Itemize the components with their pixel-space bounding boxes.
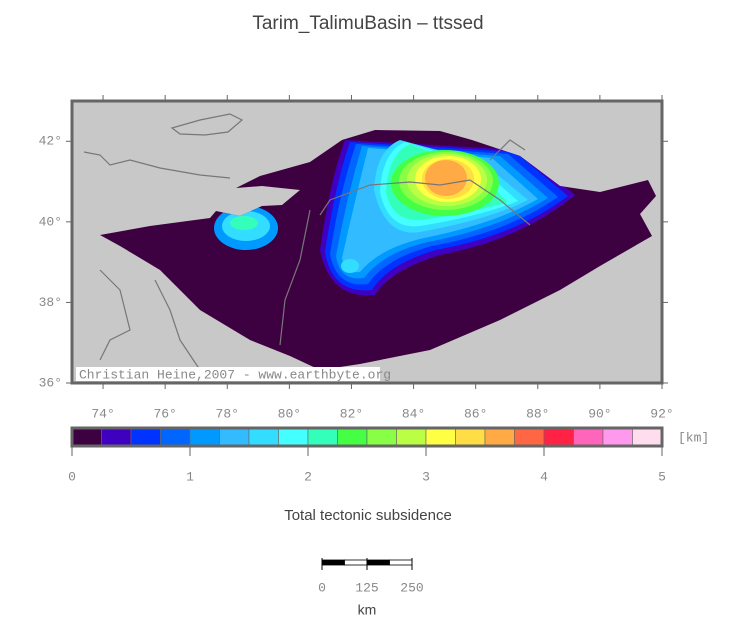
colorbar-swatch [337,427,368,447]
colorbar-label: Total tectonic subsidence [284,507,452,524]
colorbar-swatch [160,427,191,447]
scale-segment [366,559,390,566]
colorbar-tick-label: 4 [540,469,548,484]
scale-unit: km [358,602,377,618]
colorbar-swatch [366,427,397,447]
scale-segment [321,559,345,566]
colorbar-swatch [632,427,663,447]
contour [230,216,258,230]
colorbar-swatch [130,427,161,447]
colorbar-swatch [425,427,456,447]
contour [425,160,467,196]
lon-label: 80° [278,406,301,421]
colorbar-swatch [514,427,545,447]
credit-box [76,367,380,381]
map-frame [70,99,664,385]
scale-label: 125 [355,580,378,595]
subsidence-anomaly [214,140,575,296]
colorbar-swatch [455,427,486,447]
lon-label: 86° [464,406,487,421]
lon-label: 90° [588,406,611,421]
credit: Christian Heine,2007 - www.earthbyte.org [79,367,391,382]
lat-label: 40° [39,214,62,229]
colorbar-swatch [71,427,102,447]
title: Tarim_TalimuBasin – ttssed [252,13,483,34]
colorbar-unit: [km] [678,430,709,445]
lat-label: 38° [39,295,62,310]
colorbar-tick-label: 5 [658,469,666,484]
colorbar-tick-label: 2 [304,469,312,484]
lon-label: 76° [153,406,176,421]
colorbar-swatch [396,427,427,447]
lon-label: 92° [650,406,673,421]
scale-segment [389,559,413,566]
river [99,269,131,361]
colorbar-tick-label: 1 [186,469,194,484]
scale-label: 0 [318,580,326,595]
colorbar-swatch [189,427,220,447]
colorbar-swatch [307,427,338,447]
river [469,179,531,226]
scale-segment [344,559,368,566]
lat-label: 42° [39,134,62,149]
river [319,179,471,216]
colorbar-tick-label: 3 [422,469,430,484]
colorbar-tick-label: 0 [68,469,76,484]
rivers-and-borders [83,113,531,371]
scale-label: 250 [400,580,423,595]
lon-label: 84° [402,406,425,421]
colorbar-swatch [602,427,633,447]
lon-label: 74° [91,406,114,421]
colorbar-swatch [543,427,574,447]
colorbar-swatch [573,427,604,447]
colorbar-swatch [219,427,250,447]
lon-label: 82° [340,406,363,421]
lon-label: 78° [216,406,239,421]
lon-label: 88° [526,406,549,421]
colorbar-swatch [101,427,132,447]
colorbar-swatch [278,427,309,447]
contour [341,259,359,273]
river [279,209,311,346]
colorbar-frame [70,426,664,448]
river [489,139,526,161]
colorbar-swatch [248,427,279,447]
lat-label: 36° [39,375,62,390]
river [154,279,201,371]
colorbar-swatch [484,427,515,447]
river [83,151,231,179]
lake [170,113,244,136]
